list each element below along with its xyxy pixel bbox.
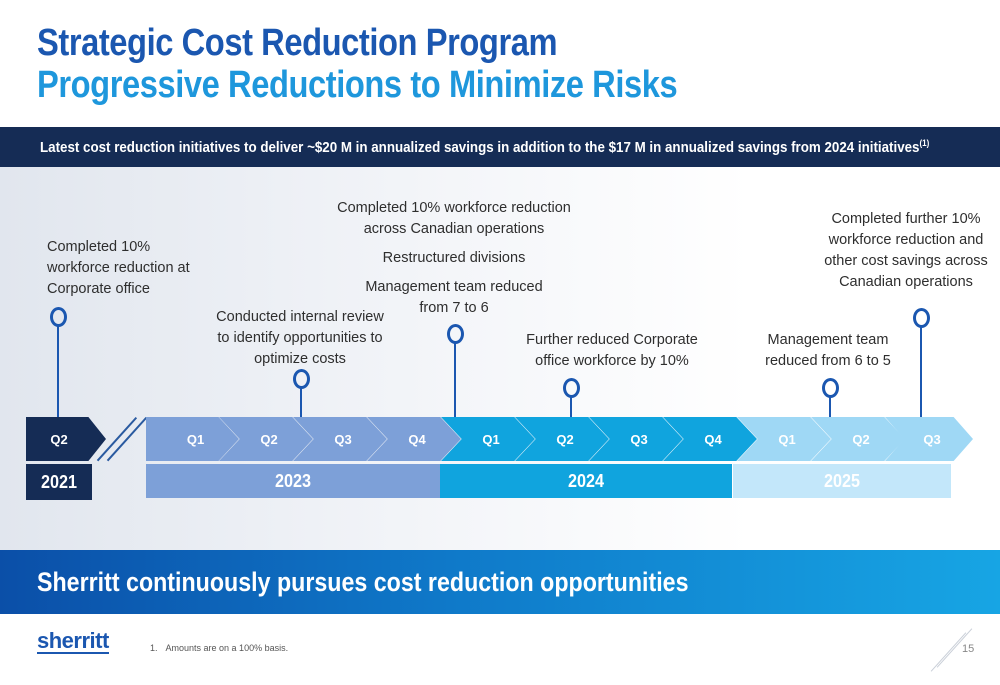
conclusion-banner: Sherritt continuously pursues cost reduc… [0,550,1000,614]
milestone-stem [829,396,831,417]
quarter-2025-q2: Q2 [811,417,905,461]
year-2023: 2023 [146,464,440,498]
milestone-stem [920,326,922,417]
milestone-marker-icon [563,378,580,398]
footnote-ref: (1) [919,138,930,148]
quarter-2023-q3: Q3 [293,417,387,461]
year-2025: 2025 [733,464,951,498]
milestone-2024-q2: Further reduced Corporate office workfor… [526,332,698,369]
milestone-2023-q3: Conducted internal review to identify op… [216,309,384,367]
footnote: 1. Amounts are on a 100% basis. [150,643,289,653]
quarter-2023-q1: Q1 [146,417,239,461]
savings-banner: Latest cost reduction initiatives to del… [0,127,1000,167]
page-number: 15 [962,643,975,655]
milestone-2025-q3: Completed further 10% workforce reductio… [824,211,988,290]
milestone-marker-icon [447,324,464,344]
page-title: Strategic Cost Reduction Program [37,22,558,64]
milestone-marker-icon [50,307,67,327]
company-logo: sherritt [37,628,109,654]
milestone-marker-icon [822,378,839,398]
milestone-stem [57,326,59,417]
milestone-2024-q1: Completed 10% workforce reduction across… [337,200,571,316]
milestone-marker-icon [293,369,310,389]
milestone-stem [570,396,572,417]
year-2021: 2021 [26,464,92,500]
conclusion-text: Sherritt continuously pursues cost reduc… [37,566,689,597]
milestone-2025-q2: Management team reduced from 6 to 5 [765,332,891,369]
savings-banner-text: Latest cost reduction initiatives to del… [40,139,920,156]
year-2024: 2024 [440,464,732,498]
milestone-stem [454,342,456,417]
milestone-stem [300,387,302,417]
quarter-2021-q2: Q2 [26,417,106,461]
milestone-marker-icon [913,308,930,328]
page-subtitle: Progressive Reductions to Minimize Risks [37,64,678,106]
milestone-2021-q2: Completed 10% workforce reduction at Cor… [47,239,190,297]
